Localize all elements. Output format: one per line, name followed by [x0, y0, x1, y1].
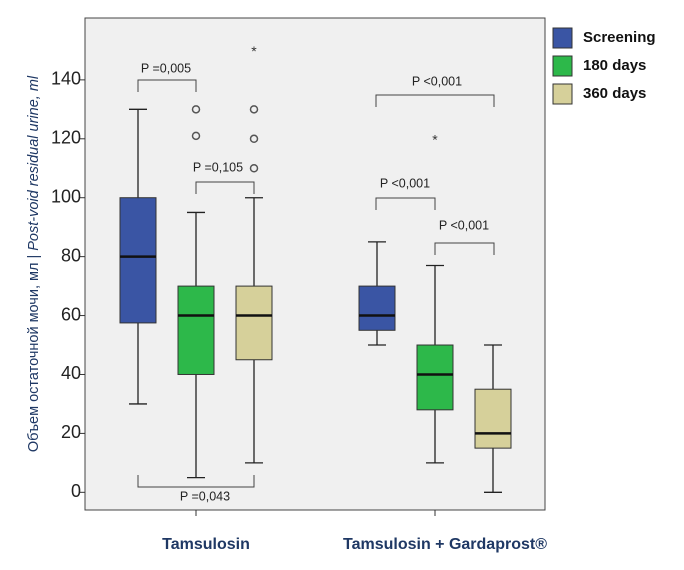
significance-bracket — [195, 181, 255, 194]
y-tick-label: 20 — [61, 422, 81, 442]
box — [358, 285, 396, 331]
legend-label: 180 days — [583, 57, 646, 74]
p-value: P =0,105 — [193, 160, 243, 174]
significance-bracket — [137, 475, 255, 488]
significance-bracket — [137, 79, 197, 92]
y-label-en: Post-void residual urine, ml — [26, 75, 42, 251]
y-tick-label: 100 — [51, 186, 81, 206]
y-tick-label: 60 — [61, 304, 81, 324]
legend-swatch — [552, 55, 573, 77]
p-value: P <0,001 — [412, 74, 462, 88]
outlier — [191, 105, 201, 114]
y-tick-label: 80 — [61, 245, 81, 265]
box — [119, 197, 157, 324]
extreme: * — [432, 131, 438, 147]
outlier — [191, 131, 201, 141]
legend-swatch — [552, 83, 573, 105]
legend-label: 360 days — [583, 85, 646, 102]
box — [235, 285, 273, 361]
box — [177, 285, 215, 375]
x-tick-label: Tamsulosin — [162, 536, 250, 553]
box — [474, 388, 512, 449]
box — [416, 344, 454, 411]
extreme: * — [251, 43, 257, 59]
y-tick-label: 40 — [61, 363, 81, 383]
plot-area — [84, 17, 546, 511]
y-tick-label: 140 — [51, 69, 81, 89]
p-value: P <0,001 — [380, 176, 430, 190]
p-value: P =0,005 — [141, 61, 191, 75]
x-tick-label: Tamsulosin + Gardaprost® — [343, 536, 547, 553]
y-label-ru: Объем остаточной мочи, мл | — [26, 251, 42, 452]
legend-label: Screening — [583, 29, 656, 46]
outlier — [249, 164, 259, 173]
y-tick-label: 120 — [51, 128, 81, 148]
outlier — [249, 134, 259, 144]
significance-bracket — [375, 94, 495, 107]
p-value: P =0,043 — [180, 489, 230, 503]
significance-bracket — [375, 197, 436, 210]
significance-bracket — [434, 242, 495, 255]
y-axis-label: Объем остаточной мочи, мл | Post-void re… — [26, 75, 42, 452]
p-value: P <0,001 — [439, 218, 489, 232]
y-tick-label: 0 — [71, 481, 81, 501]
outlier — [249, 105, 259, 114]
legend-swatch — [552, 27, 573, 49]
